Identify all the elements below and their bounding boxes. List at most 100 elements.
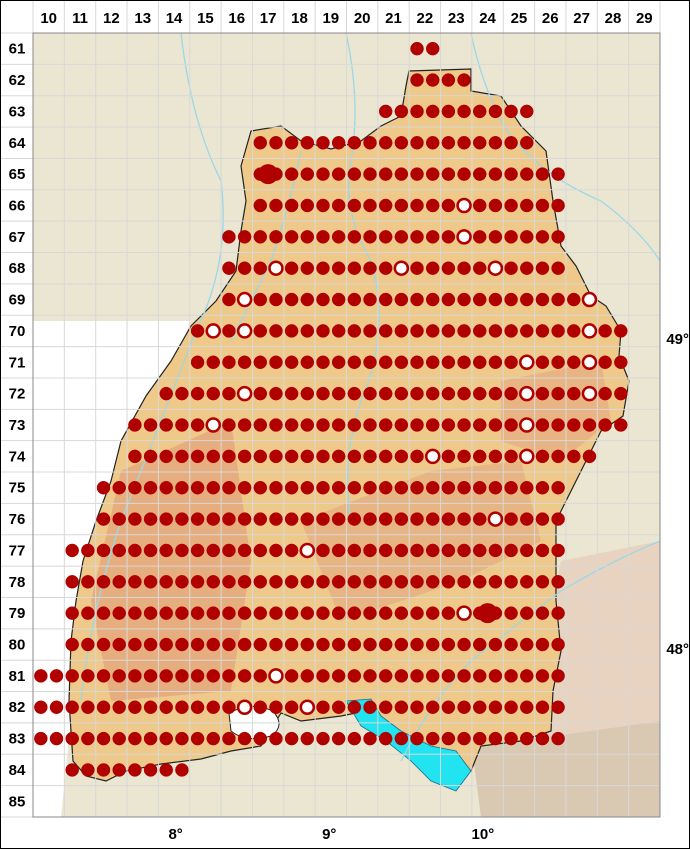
occurrence-dot <box>441 167 456 181</box>
occurrence-dot <box>96 543 111 558</box>
occurrence-dot <box>190 669 205 683</box>
occurrence-dot <box>159 763 173 777</box>
occurrence-dot <box>363 167 377 181</box>
occurrence-dot <box>143 418 158 432</box>
occurrence-dot <box>394 104 409 119</box>
occurrence-dot <box>551 418 565 432</box>
occurrence-dot <box>253 731 268 746</box>
occurrence-dot <box>363 386 377 401</box>
occurrence-dot <box>175 669 189 683</box>
occurrence-dot <box>535 355 550 370</box>
occurrence-dot <box>284 575 299 589</box>
occurrence-dot <box>253 637 268 652</box>
occurrence-dot <box>81 763 95 777</box>
occurrence-dot <box>284 198 299 213</box>
column-label: 22 <box>417 10 434 27</box>
occurrence-dot <box>190 575 205 589</box>
occurrence-dot <box>394 355 409 370</box>
occurrence-dot <box>535 731 550 746</box>
occurrence-dot <box>112 763 126 777</box>
occurrence-dot <box>81 731 95 746</box>
occurrence-dot <box>96 700 111 714</box>
occurrence-dot <box>488 292 503 307</box>
occurrence-dot <box>268 668 284 684</box>
occurrence-dot <box>222 512 236 526</box>
occurrence-dot <box>363 669 377 683</box>
occurrence-dot <box>159 543 173 558</box>
occurrence-dot <box>520 292 534 307</box>
occurrence-dot <box>331 669 346 683</box>
occurrence-dot <box>128 606 142 620</box>
row-label: 73 <box>9 417 26 434</box>
occurrence-dot <box>206 480 221 495</box>
occurrence-dot <box>378 543 393 558</box>
occurrence-dot <box>65 763 79 777</box>
row-label: 74 <box>9 448 26 465</box>
occurrence-dot <box>410 512 424 526</box>
column-label: 27 <box>573 10 590 27</box>
occurrence-dot <box>410 292 424 307</box>
occurrence-dot <box>457 637 471 652</box>
occurrence-dot <box>441 324 456 338</box>
occurrence-dot <box>457 575 471 589</box>
occurrence-dot <box>112 575 126 589</box>
occurrence-dot <box>222 669 236 683</box>
occurrence-dot <box>363 575 377 589</box>
occurrence-dot <box>347 386 362 401</box>
occurrence-dot <box>65 543 79 558</box>
occurrence-dot <box>394 575 409 589</box>
occurrence-dot <box>504 324 518 338</box>
latitude-labels: 49° 48° <box>666 331 689 658</box>
longitude-label: 10° <box>472 826 495 843</box>
occurrence-dot <box>472 167 487 181</box>
occurrence-dot <box>237 606 252 620</box>
occurrence-dot <box>472 355 487 370</box>
occurrence-dot <box>520 575 534 589</box>
occurrence-dot <box>535 198 550 213</box>
occurrence-dot <box>378 606 393 620</box>
occurrence-dot <box>472 230 487 244</box>
occurrence-dot <box>363 543 377 558</box>
occurrence-dot <box>504 104 518 119</box>
occurrence-dot <box>269 637 283 652</box>
row-label: 76 <box>9 511 26 528</box>
occurrence-dot <box>190 386 205 401</box>
occurrence-dot <box>347 198 362 213</box>
occurrence-dot <box>347 136 362 150</box>
occurrence-dot <box>519 417 535 433</box>
occurrence-dot <box>551 669 565 683</box>
occurrence-dot <box>128 575 142 589</box>
map-border <box>32 32 661 818</box>
occurrence-dot <box>410 136 424 150</box>
row-label: 75 <box>9 480 26 497</box>
occurrence-dot <box>425 230 440 244</box>
occurrence-dot <box>567 324 581 338</box>
occurrence-dot <box>316 669 330 683</box>
occurrence-dot <box>441 575 456 589</box>
occurrence-dot <box>457 73 471 87</box>
occurrence-dot <box>206 512 221 526</box>
occurrence-dot <box>206 575 221 589</box>
occurrence-dot <box>65 700 79 714</box>
occurrence-dot <box>488 543 503 558</box>
occurrence-dot <box>394 418 409 432</box>
occurrence-dot <box>504 669 518 683</box>
occurrence-dot <box>425 167 440 181</box>
occurrence-dot <box>128 763 142 777</box>
occurrence-dot <box>410 355 424 370</box>
occurrence-dot <box>535 669 550 683</box>
latitude-label: 48° <box>666 641 689 658</box>
occurrence-dot <box>316 512 330 526</box>
occurrence-dot <box>269 700 283 714</box>
row-label: 78 <box>9 574 26 591</box>
occurrence-dot <box>128 418 142 432</box>
occurrence-dot <box>535 292 550 307</box>
occurrence-dot <box>504 230 518 244</box>
occurrence-dot <box>331 418 346 432</box>
occurrence-dot <box>363 355 377 370</box>
occurrence-dot <box>347 480 362 495</box>
occurrence-dot <box>347 543 362 558</box>
occurrence-dot <box>190 606 205 620</box>
occurrence-dot <box>253 198 268 213</box>
